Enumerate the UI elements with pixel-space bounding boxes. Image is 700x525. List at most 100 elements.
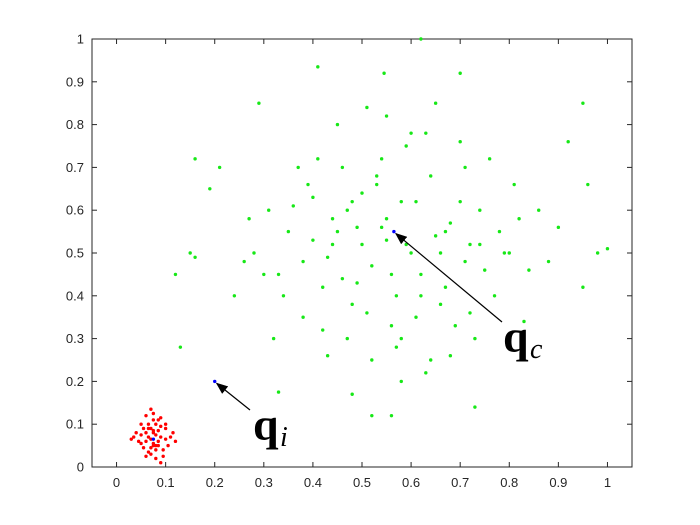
point (581, 101, 585, 105)
point (151, 418, 156, 422)
point (144, 439, 148, 444)
point (159, 424, 163, 429)
point (330, 242, 335, 247)
point (453, 324, 457, 328)
point (463, 259, 467, 264)
point (375, 174, 379, 178)
point (252, 251, 256, 255)
x-tick-label: 0.1 (157, 475, 175, 490)
point (487, 157, 492, 161)
point (409, 131, 413, 135)
point (443, 229, 448, 234)
point (173, 272, 178, 277)
point (136, 439, 141, 444)
point (458, 71, 462, 75)
point (478, 208, 482, 212)
point (512, 182, 516, 187)
point (144, 454, 148, 458)
point (409, 251, 413, 255)
y-tick-label: 0.7 (66, 160, 84, 175)
point (419, 37, 423, 41)
point (502, 251, 507, 255)
y-tick-label: 0.2 (66, 374, 84, 389)
point (497, 229, 502, 234)
point (350, 302, 354, 307)
point (522, 319, 526, 324)
x-tick-label: 1 (604, 475, 611, 490)
point (139, 441, 143, 446)
point (424, 131, 428, 135)
point (149, 426, 153, 431)
annotation-subscript: i (280, 422, 288, 453)
point (316, 65, 320, 69)
point (468, 311, 472, 315)
point (262, 272, 266, 277)
point (360, 242, 364, 247)
x-tick-label: 0 (113, 475, 120, 490)
point (414, 315, 418, 319)
point (146, 450, 151, 454)
point (325, 255, 330, 259)
point (163, 426, 168, 431)
point (154, 443, 158, 448)
point (433, 101, 438, 105)
point (267, 208, 271, 212)
y-tick-label: 0 (77, 460, 84, 475)
plot-area (91, 38, 633, 468)
point (188, 251, 192, 255)
point (605, 247, 610, 251)
point (156, 418, 160, 422)
annotation-label: q (503, 311, 529, 362)
point (458, 199, 462, 204)
point (419, 272, 423, 277)
point (213, 379, 217, 384)
point (129, 437, 133, 441)
point (149, 437, 153, 441)
point (433, 234, 438, 238)
point (276, 390, 281, 394)
point (537, 208, 541, 212)
point (149, 446, 153, 450)
point (149, 452, 153, 456)
point (419, 294, 423, 298)
point (144, 413, 148, 418)
point (146, 422, 151, 426)
point (156, 443, 160, 448)
point (163, 437, 168, 441)
point (389, 324, 394, 328)
x-tick-label: 0.6 (402, 475, 420, 490)
point (306, 182, 310, 187)
point (429, 174, 433, 178)
x-tick-label: 0.5 (353, 475, 371, 490)
point (473, 336, 477, 341)
point (483, 268, 487, 272)
point (311, 195, 315, 200)
point (438, 302, 443, 307)
point (581, 285, 585, 289)
point (350, 199, 354, 204)
point (340, 276, 345, 281)
point (340, 165, 345, 170)
point (566, 140, 570, 144)
point (370, 413, 374, 418)
point (394, 345, 399, 349)
point (448, 221, 453, 225)
point (507, 251, 511, 255)
y-tick-label: 1 (77, 32, 84, 47)
point (335, 229, 340, 234)
point (154, 422, 158, 426)
point (154, 433, 158, 437)
point (345, 208, 349, 212)
y-tick-label: 0.6 (66, 203, 84, 218)
point (134, 431, 138, 435)
point (355, 225, 359, 230)
point (586, 182, 590, 187)
point (384, 238, 389, 242)
point (159, 435, 163, 439)
point (468, 242, 472, 247)
point (247, 217, 251, 221)
point (360, 191, 364, 195)
point (370, 358, 374, 362)
point (144, 431, 148, 435)
